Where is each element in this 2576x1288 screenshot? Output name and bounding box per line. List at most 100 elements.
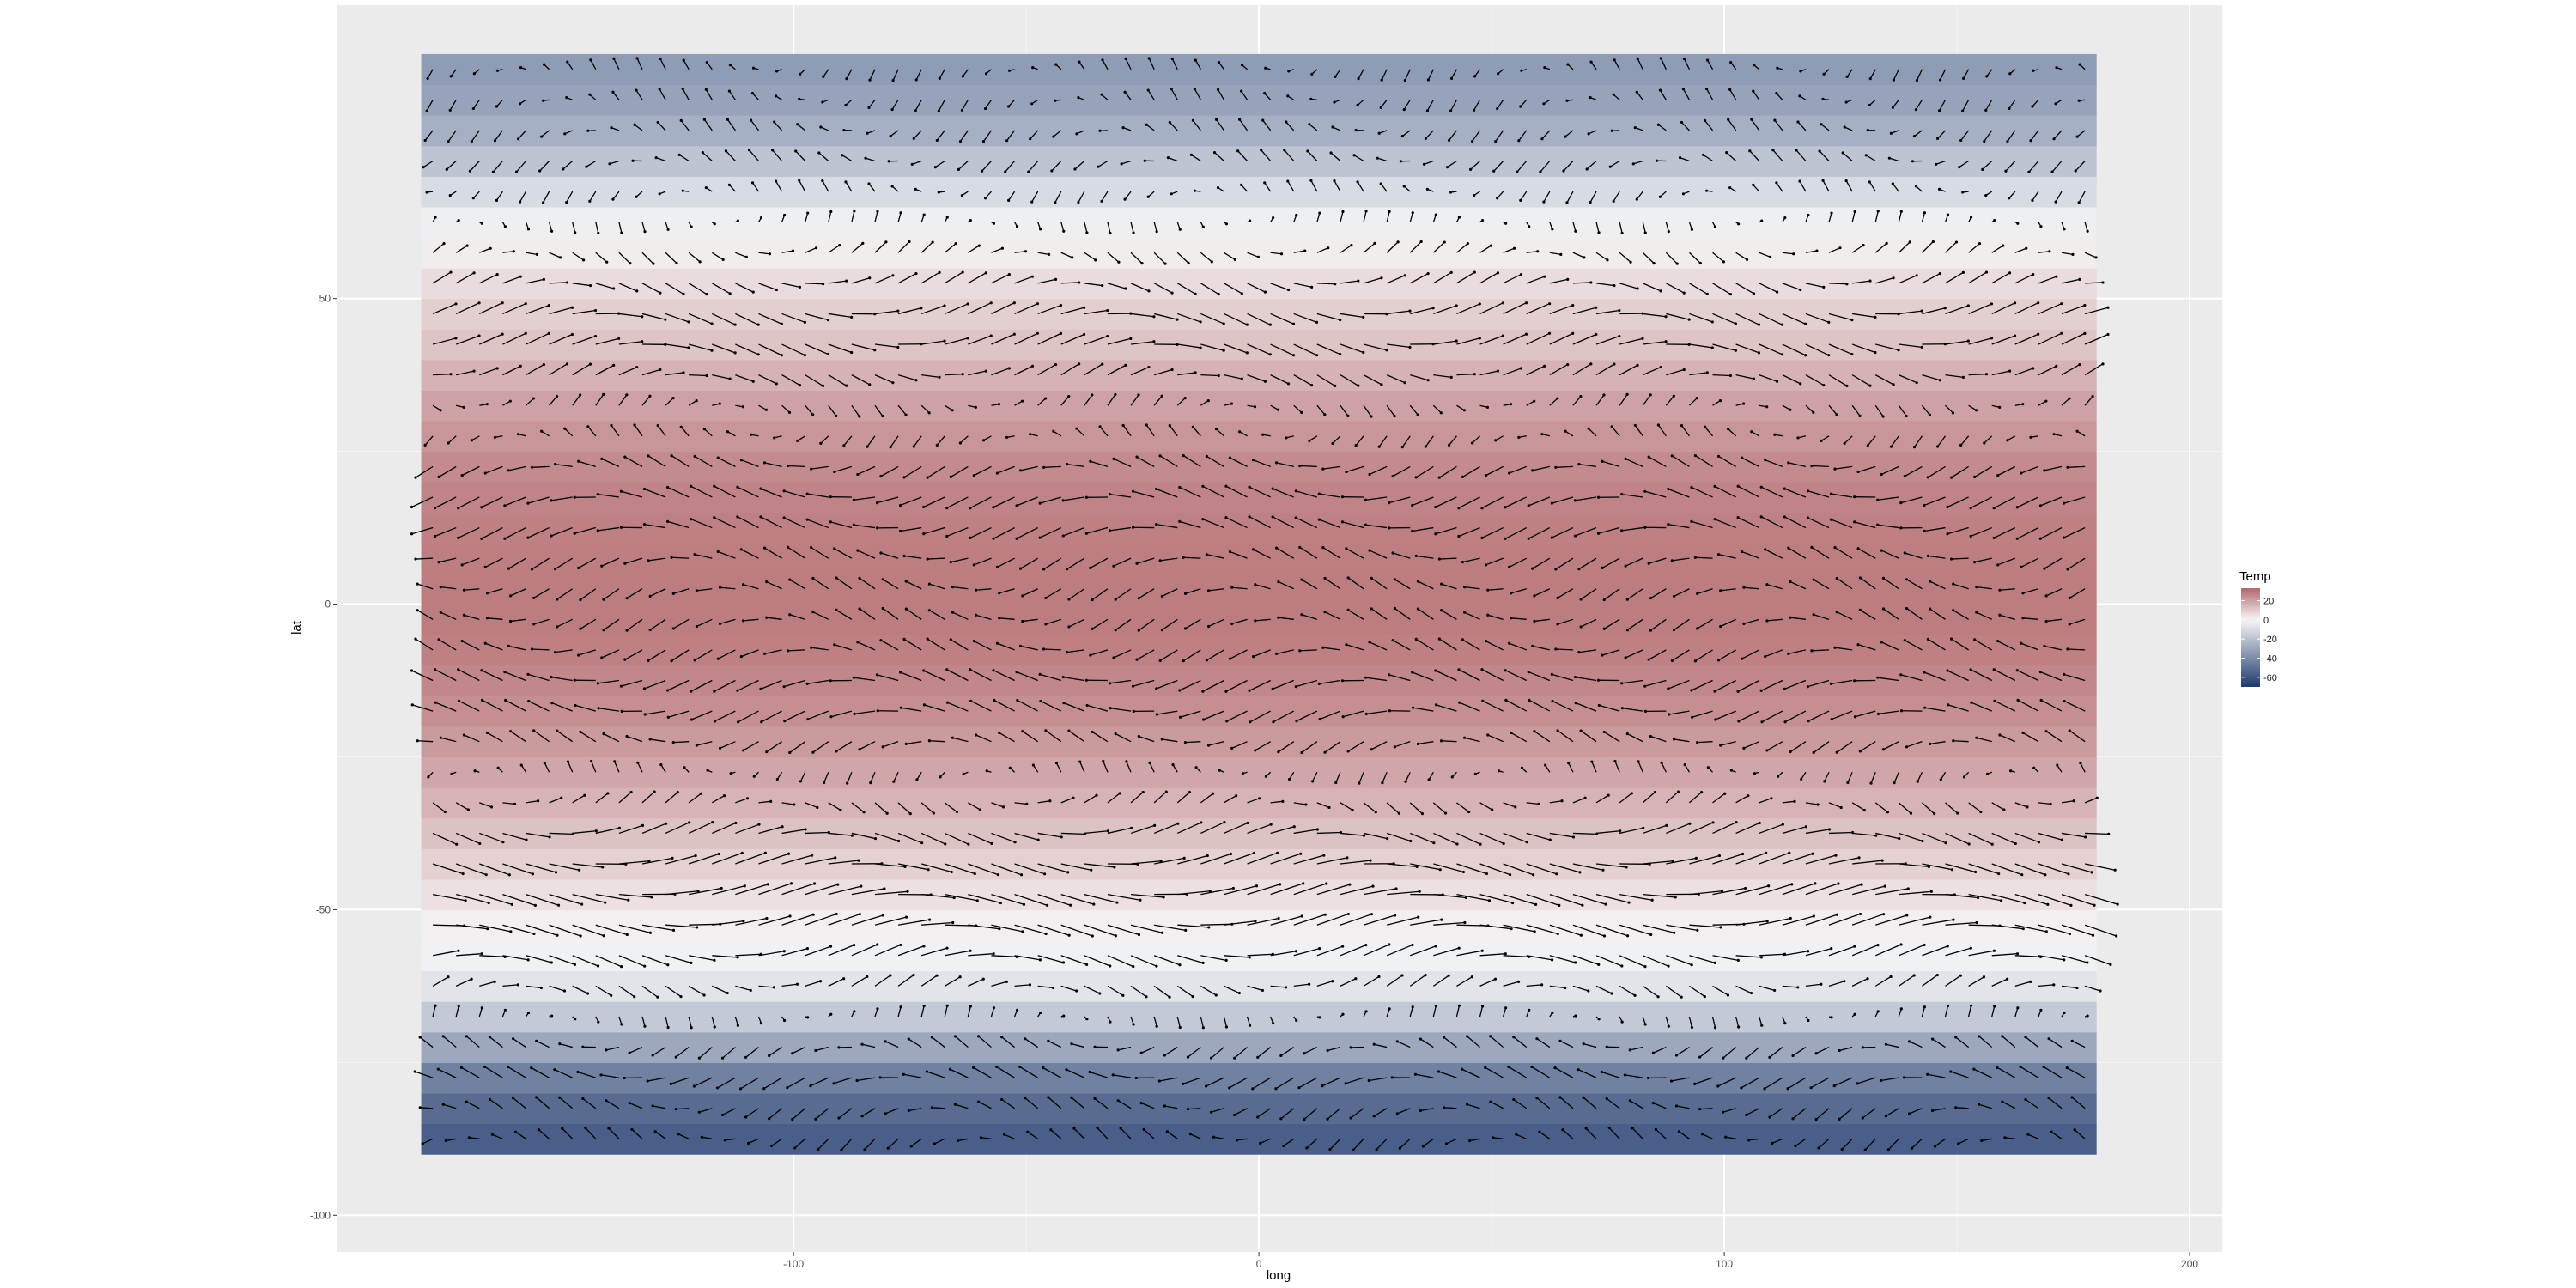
wind-arrow [657, 121, 666, 131]
wind-arrow [975, 734, 992, 743]
wind-arrow [2053, 130, 2063, 140]
wind-arrow-head [465, 244, 469, 247]
wind-arrow-head [749, 118, 753, 122]
wind-arrow [1107, 252, 1120, 263]
wind-arrow-head [1996, 474, 2000, 477]
wind-arrow-head [1155, 487, 1158, 491]
wind-arrow-head [1424, 973, 1427, 977]
wind-arrow-head [1543, 364, 1546, 368]
wind-arrow [1479, 1005, 1484, 1018]
wind-arrow-head [2075, 429, 2079, 433]
wind-arrow-head [837, 1046, 841, 1049]
wind-arrow-head [434, 1004, 437, 1007]
wind-arrow [866, 435, 876, 447]
wind-arrow-head [1610, 992, 1613, 995]
wind-arrow-head [1898, 836, 1901, 841]
wind-arrow-head [1442, 1036, 1446, 1039]
wind-arrow [1906, 741, 1923, 748]
wind-arrow-head [1921, 839, 1924, 843]
wind-arrow-head [1610, 129, 1613, 132]
wind-arrow-head [1783, 216, 1787, 220]
wind-arrow [1619, 893, 1653, 901]
wind-arrow [1976, 737, 1992, 743]
wind-arrow-head [2069, 903, 2073, 907]
wind-arrow-head [1624, 564, 1627, 568]
wind-arrow-head [1230, 622, 1234, 625]
wind-arrow [1433, 271, 1452, 284]
wind-arrow-head [1381, 781, 1384, 785]
wind-arrow [1805, 854, 1837, 865]
wind-arrow-head [1975, 586, 1978, 589]
wind-arrow-head [1202, 718, 1206, 721]
wind-arrow [689, 374, 708, 377]
wind-arrow [934, 1138, 945, 1145]
wind-arrow [494, 130, 503, 142]
wind-arrow [1363, 374, 1382, 386]
wind-arrow-head [480, 669, 483, 672]
wind-arrow [1055, 762, 1062, 773]
wind-arrow-head [1145, 423, 1148, 427]
wind-arrow [740, 1077, 759, 1090]
wind-arrow [455, 245, 468, 253]
wind-arrow-head [414, 637, 417, 641]
wind-arrow-head [818, 980, 823, 983]
wind-arrow-head [1706, 766, 1710, 769]
wind-arrow-head [954, 242, 957, 246]
wind-arrow-head [2091, 933, 2095, 937]
wind-arrow [1089, 1071, 1109, 1078]
wind-arrow [1040, 700, 1062, 712]
wind-arrow-head [782, 685, 786, 689]
wind-arrow-head [926, 637, 929, 641]
wind-arrow [1014, 276, 1033, 284]
wind-arrow-head [1607, 1126, 1611, 1130]
wind-arrow [1048, 1097, 1062, 1109]
wind-arrow-head [620, 1023, 623, 1026]
wind-arrow-head [945, 534, 949, 538]
wind-arrow [1270, 252, 1282, 255]
wind-arrow [1130, 394, 1139, 406]
wind-arrow-head [1189, 153, 1194, 156]
wind-arrow [1695, 556, 1713, 559]
wind-arrow-head [1556, 623, 1559, 626]
wind-arrow [1446, 1138, 1457, 1145]
wind-arrow [1526, 276, 1545, 284]
wind-arrow [1528, 526, 1551, 539]
wind-arrow [1230, 550, 1248, 559]
wind-arrow-head [1153, 823, 1157, 827]
wind-arrow-head [1022, 902, 1026, 906]
wind-arrow-head [1424, 137, 1428, 140]
wind-arrow-head [1070, 1096, 1073, 1099]
wind-arrow-head [1899, 501, 1903, 505]
wind-arrow-head [2066, 568, 2069, 571]
wind-arrow [417, 740, 434, 743]
wind-arrow-head [543, 762, 546, 765]
wind-arrow-head [1527, 537, 1530, 540]
wind-arrow-head [927, 739, 931, 743]
wind-arrow [1922, 975, 1938, 987]
wind-arrow-head [599, 1073, 603, 1077]
wind-arrow [1509, 642, 1527, 651]
wind-arrow [1759, 252, 1771, 258]
wind-arrow-head [833, 547, 836, 550]
wind-arrow-head [617, 337, 621, 340]
wind-arrow [1231, 741, 1248, 749]
wind-arrow [1386, 211, 1390, 222]
wind-arrow [1439, 557, 1457, 560]
wind-arrow [1689, 792, 1703, 804]
wind-arrow-head [2072, 799, 2075, 803]
wind-arrow-head [503, 1008, 507, 1012]
wind-arrow-head [1112, 564, 1115, 568]
wind-arrow [438, 557, 457, 563]
wind-arrow-head [1042, 1066, 1045, 1070]
wind-arrow [758, 313, 782, 325]
wind-arrow-head [1201, 961, 1205, 965]
wind-arrow [1674, 618, 1690, 631]
wind-arrow [1650, 618, 1667, 631]
wind-arrow-head [1574, 961, 1577, 964]
wind-arrow-head [1085, 703, 1089, 708]
wind-arrow-head [1045, 903, 1049, 907]
wind-arrow [556, 618, 573, 628]
wind-arrow-head [1705, 292, 1709, 295]
wind-arrow [1037, 924, 1070, 936]
wind-arrow [1712, 400, 1721, 406]
